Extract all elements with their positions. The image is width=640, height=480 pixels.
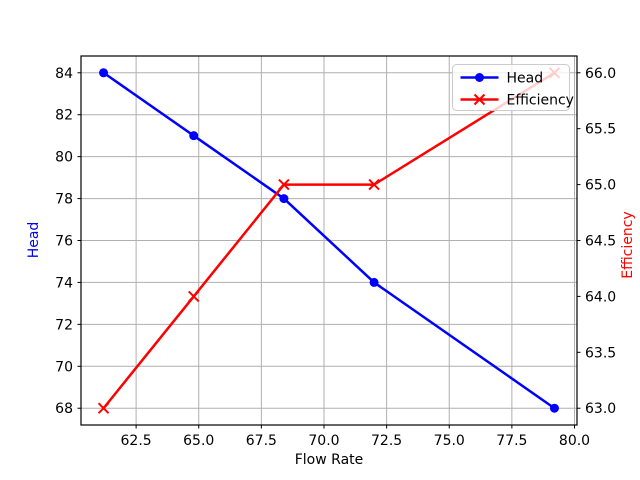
legend-label: Head bbox=[507, 71, 544, 87]
x-marker-stroke bbox=[97, 402, 110, 414]
x-axis-label: Flow Rate bbox=[295, 452, 364, 468]
tick-labels: 62.5 65.0 67.5 70.0 72.5 75.0 77.5 80.0 68 70 72 74… bbox=[55, 66, 616, 449]
x-tick-label: 75.0 bbox=[434, 433, 465, 449]
y-right-tick-label: 64.0 bbox=[585, 289, 616, 305]
legend-entry-efficiency: Efficiency bbox=[460, 93, 574, 109]
x-marker-stroke bbox=[188, 290, 200, 303]
y-left-tick-label: 70 bbox=[55, 359, 73, 375]
y-right-tick-label: 66.0 bbox=[585, 66, 616, 82]
head-marker bbox=[99, 68, 109, 78]
efficiency-series bbox=[97, 67, 561, 414]
efficiency-marker bbox=[368, 178, 380, 191]
y-left-tick-label: 76 bbox=[55, 234, 73, 250]
efficiency-marker bbox=[278, 178, 290, 191]
y-right-tick-label: 65.0 bbox=[585, 178, 616, 194]
y-left-tick-label: 78 bbox=[55, 192, 73, 208]
y-left-tick-label: 82 bbox=[55, 108, 73, 124]
x-marker-stroke bbox=[473, 93, 486, 106]
legend-label: Efficiency bbox=[507, 93, 574, 109]
x-marker-stroke bbox=[368, 178, 380, 191]
head-marker bbox=[369, 277, 379, 287]
efficiency-marker bbox=[97, 402, 110, 414]
efficiency-marker bbox=[188, 290, 200, 303]
y-left-tick-label: 68 bbox=[55, 401, 73, 417]
head-marker bbox=[549, 403, 559, 413]
x-tick-label: 65.0 bbox=[183, 433, 214, 449]
y-left-tick-label: 80 bbox=[55, 150, 73, 166]
x-tick-label: 62.5 bbox=[121, 433, 152, 449]
x-tick-label: 67.5 bbox=[246, 433, 277, 449]
legend-entry-head: Head bbox=[460, 71, 544, 87]
head-series bbox=[99, 68, 559, 413]
y-right-tick-label: 63.5 bbox=[585, 345, 616, 361]
y-right-axis-label: Efficiency bbox=[620, 211, 636, 278]
head-marker bbox=[279, 194, 289, 204]
y-right-tick-label: 65.5 bbox=[585, 122, 616, 138]
legend: Head Efficiency bbox=[452, 64, 574, 111]
x-tick-label: 80.0 bbox=[559, 433, 590, 449]
x-tick-label: 77.5 bbox=[496, 433, 527, 449]
tick-marks bbox=[77, 72, 581, 429]
y-right-tick-label: 64.5 bbox=[585, 234, 616, 250]
y-left-tick-label: 72 bbox=[55, 317, 73, 333]
y-left-axis-label: Head bbox=[26, 222, 42, 259]
legend-circle-marker-icon bbox=[475, 73, 484, 82]
x-tick-label: 70.0 bbox=[308, 433, 339, 449]
y-right-tick-label: 63.0 bbox=[585, 401, 616, 417]
legend-x-marker-icon bbox=[473, 93, 486, 106]
y-left-tick-label: 74 bbox=[55, 275, 73, 291]
x-tick-label: 72.5 bbox=[371, 433, 402, 449]
head-marker bbox=[189, 131, 199, 141]
x-marker-stroke bbox=[278, 178, 290, 191]
y-left-tick-label: 84 bbox=[55, 66, 73, 82]
